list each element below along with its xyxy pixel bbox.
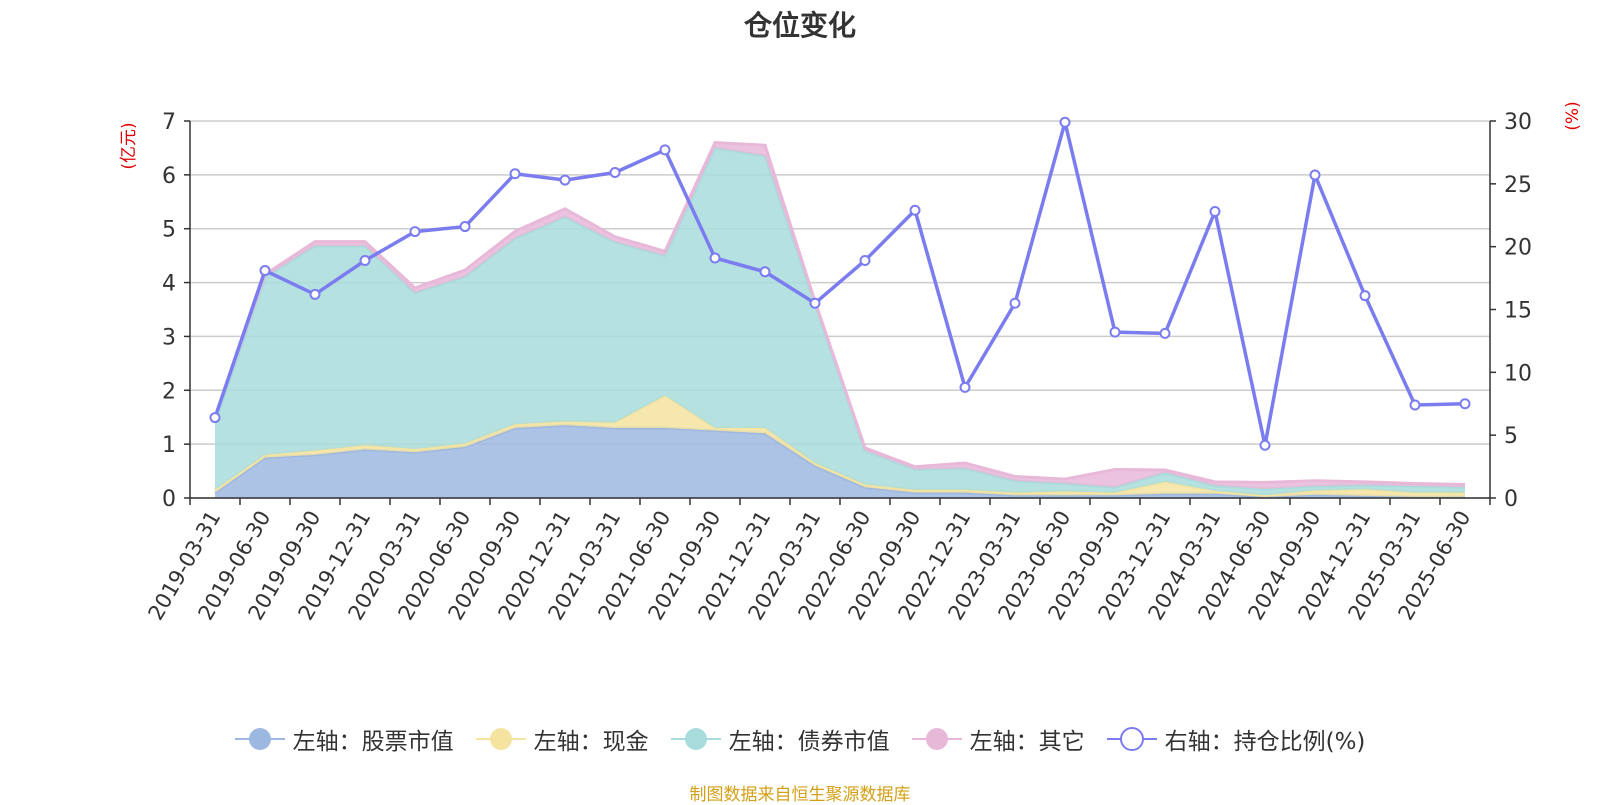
y-right-tick-label: 15 (1504, 299, 1532, 324)
area-1 (215, 425, 1465, 498)
legend: 左轴：股票市值 左轴：现金 左轴：债券市值 左轴：其它 右轴：持仓比例(%) (0, 722, 1600, 756)
legend-item[interactable]: 右轴：持仓比例(%) (1106, 722, 1366, 756)
y-left-axis-label: (亿元) (119, 122, 139, 169)
data-point[interactable] (259, 265, 271, 277)
data-point[interactable] (1109, 326, 1121, 338)
y-right-tick-label: 0 (1504, 487, 1518, 512)
chart-title: 仓位变化 (743, 9, 856, 42)
data-point[interactable] (359, 254, 371, 266)
data-point[interactable] (1309, 169, 1321, 181)
legend-label: 左轴：股票市值 (292, 729, 454, 755)
series-line (213, 121, 1466, 446)
y-left-tick-label: 7 (162, 110, 176, 135)
area-2 (215, 395, 1465, 497)
y-left-tick-label: 5 (162, 218, 176, 243)
y-right-axis-label: (%) (1563, 101, 1583, 130)
data-point[interactable] (959, 381, 971, 393)
data-point[interactable] (559, 174, 571, 186)
data-point[interactable] (509, 168, 521, 180)
data-point[interactable] (1359, 290, 1371, 302)
data-point[interactable] (1259, 439, 1271, 451)
y-left-tick-label: 3 (162, 325, 176, 350)
data-point[interactable] (1459, 398, 1471, 410)
data-point[interactable] (459, 221, 471, 233)
data-point[interactable] (709, 252, 721, 264)
data-point[interactable] (759, 266, 771, 278)
legend-swatch-icon (670, 728, 721, 750)
legend-item[interactable]: 左轴：债券市值 (670, 722, 890, 756)
legend-swatch-icon (234, 728, 285, 750)
data-point[interactable] (1059, 116, 1071, 128)
y-left-tick-label: 1 (162, 433, 176, 458)
legend-label: 右轴：持仓比例(%) (1164, 729, 1366, 755)
data-point[interactable] (809, 297, 821, 309)
data-point[interactable] (1009, 297, 1021, 309)
legend-label: 左轴：其它 (969, 729, 1085, 755)
area-3 (215, 147, 1465, 496)
y-left-tick-label: 0 (162, 487, 176, 512)
legend-item[interactable]: 左轴：现金 (475, 722, 649, 756)
area-edge-4 (213, 140, 1466, 487)
y-left-tick-label: 4 (162, 272, 176, 297)
legend-label: 左轴：现金 (533, 729, 649, 755)
legend-swatch-icon (475, 728, 526, 750)
data-point[interactable] (209, 412, 221, 424)
data-point[interactable] (659, 144, 671, 156)
legend-label: 左轴：债券市值 (728, 729, 890, 755)
y-right-tick-label: 5 (1504, 424, 1518, 449)
data-point[interactable] (1209, 205, 1221, 217)
y-right-tick-label: 10 (1504, 361, 1532, 386)
legend-swatch-icon (911, 728, 962, 750)
data-point[interactable] (409, 226, 421, 238)
data-point[interactable] (1409, 399, 1421, 411)
data-point[interactable] (309, 288, 321, 300)
source-note: 制图数据来自恒生聚源数据库 (689, 785, 911, 805)
y-right-tick-label: 25 (1504, 173, 1532, 198)
y-right-tick-label: 30 (1504, 110, 1532, 135)
y-left-tick-label: 6 (162, 164, 176, 189)
data-point[interactable] (859, 254, 871, 266)
y-left-tick-label: 2 (162, 379, 176, 404)
data-point[interactable] (1159, 327, 1171, 339)
legend-item[interactable]: 左轴：股票市值 (234, 722, 454, 756)
area-4 (215, 142, 1465, 489)
legend-swatch-icon (1106, 727, 1157, 751)
data-point[interactable] (909, 204, 921, 216)
legend-item[interactable]: 左轴：其它 (911, 722, 1085, 756)
data-point[interactable] (609, 167, 621, 179)
y-right-tick-label: 20 (1504, 236, 1532, 261)
